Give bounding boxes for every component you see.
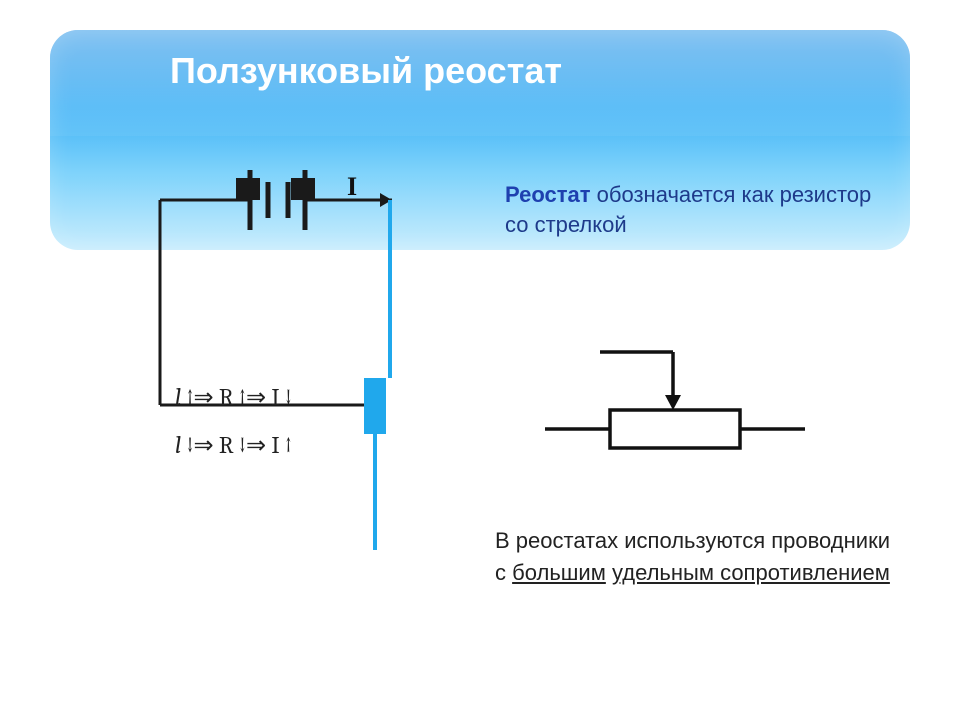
formula-line-1: l ↑⇒ R ↑⇒ I ↓: [175, 373, 292, 421]
materials-note: В реостатах используются проводники с бо…: [495, 525, 895, 589]
circuit-diagram: [140, 160, 440, 550]
f2-dir-l: ↓: [186, 431, 193, 459]
rheostat-caption: Реостат обозначается как резистор со стр…: [505, 180, 885, 239]
f2-dir-r: ↓: [239, 431, 246, 459]
f2-r: R: [219, 431, 234, 459]
formula-block: l ↑⇒ R ↑⇒ I ↓ l ↓⇒ R ↓⇒ I ↑: [175, 373, 292, 469]
f1-r: R: [219, 383, 234, 411]
f2-i: I: [271, 431, 279, 459]
slide-title: Ползунковый реостат: [170, 50, 562, 92]
f1-dir-r: ↑: [239, 383, 246, 411]
note-u1: большим: [512, 560, 606, 585]
caption-keyword: Реостат: [505, 182, 591, 207]
slide-root: Ползунковый реостат Реостат обозначается…: [0, 0, 960, 720]
f1-l: l: [175, 383, 181, 411]
rheostat-symbol: [510, 340, 830, 490]
f2-dir-i: ↑: [285, 431, 292, 459]
formula-line-2: l ↓⇒ R ↓⇒ I ↑: [175, 421, 292, 469]
f2-l: l: [175, 431, 181, 459]
wiper-arrowhead: [665, 395, 681, 410]
note-u2: удельным сопротивлением: [612, 560, 890, 585]
f1-dir-l: ↑: [186, 383, 193, 411]
f1-dir-i: ↓: [285, 383, 292, 411]
f1-i: I: [271, 383, 279, 411]
resistor-body: [610, 410, 740, 448]
slider-body: [364, 378, 386, 434]
